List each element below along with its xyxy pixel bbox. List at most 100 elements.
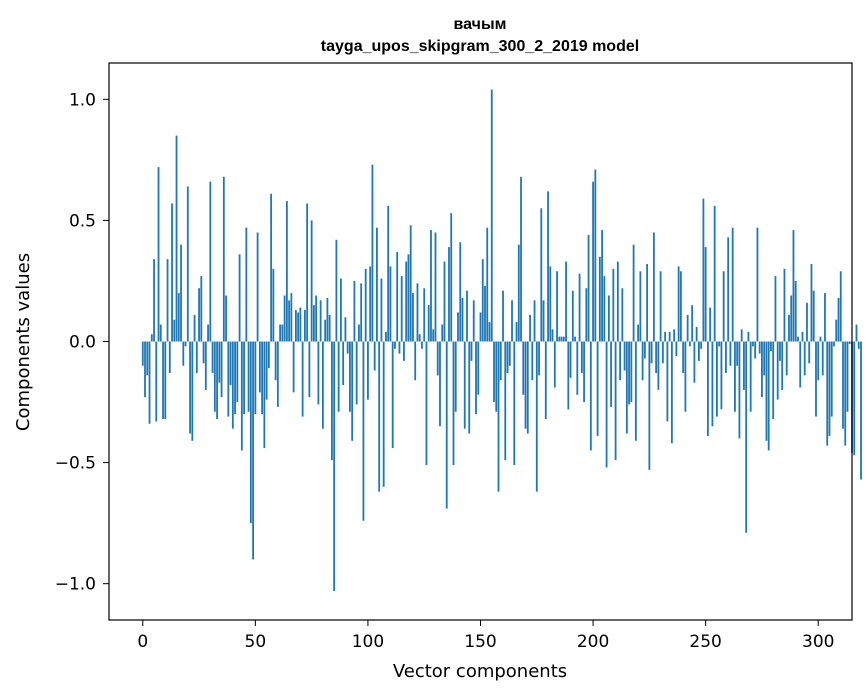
bar-299: [815, 341, 817, 417]
bar-7: [157, 167, 160, 342]
bar-129: [432, 329, 435, 342]
bar-11: [166, 259, 169, 342]
bar-144: [466, 290, 468, 342]
bar-215: [625, 341, 628, 434]
bar-6: [155, 341, 158, 422]
bar-230: [659, 271, 662, 342]
bar-192: [574, 336, 576, 342]
bar-213: [621, 288, 624, 342]
bar-130: [434, 232, 437, 342]
bar-91: [346, 341, 349, 354]
bar-72: [303, 310, 306, 342]
bar-120: [412, 293, 414, 342]
bar-50: [254, 341, 257, 415]
bar-277: [765, 341, 768, 441]
bar-52: [258, 341, 261, 393]
bar-231: [661, 341, 664, 364]
bar-264: [736, 341, 739, 366]
bar-167: [517, 244, 520, 342]
bar-34: [218, 341, 221, 383]
bar-296: [808, 341, 811, 364]
x-tick-label: 200: [577, 632, 609, 652]
bar-313: [846, 341, 849, 412]
bar-239: [679, 271, 682, 342]
bar-39: [229, 341, 232, 386]
bar-119: [409, 225, 412, 342]
bar-2: [146, 341, 149, 376]
bar-142: [461, 297, 464, 342]
bar-270: [749, 341, 752, 412]
bar-177: [540, 208, 543, 342]
bar-64: [285, 201, 288, 342]
bar-222: [641, 341, 644, 381]
bar-100: [367, 341, 369, 400]
bar-205: [603, 276, 606, 342]
bar-47: [247, 341, 250, 412]
bar-143: [463, 341, 466, 429]
bar-71: [301, 341, 304, 417]
bar-32: [213, 341, 216, 412]
bar-278: [767, 341, 770, 451]
bar-20: [186, 186, 189, 342]
bar-55: [265, 341, 268, 400]
bar-305: [828, 341, 831, 436]
bar-233: [666, 341, 669, 422]
bar-110: [389, 266, 392, 342]
bar-306: [830, 341, 833, 417]
bar-256: [718, 341, 721, 347]
bar-41: [234, 341, 236, 415]
bar-259: [725, 341, 727, 373]
bar-240: [682, 341, 685, 373]
bar-190: [569, 341, 572, 378]
bar-95: [355, 341, 358, 405]
bar-73: [306, 203, 309, 342]
bar-170: [524, 341, 527, 429]
bar-90: [344, 317, 347, 342]
bar-172: [529, 314, 531, 342]
bar-244: [691, 305, 694, 342]
bar-267: [743, 341, 745, 390]
bar-159: [499, 341, 502, 381]
bar-226: [650, 341, 653, 364]
bar-42: [236, 341, 239, 403]
bar-83: [328, 314, 331, 342]
bar-258: [722, 271, 725, 342]
bar-98: [362, 341, 365, 521]
bar-125: [423, 288, 426, 342]
bar-314: [848, 341, 851, 344]
bar-263: [734, 341, 736, 412]
bar-304: [826, 341, 829, 446]
bar-252: [709, 307, 712, 342]
bar-29: [207, 324, 209, 342]
bar-156: [493, 341, 495, 403]
bar-57: [270, 193, 273, 342]
bar-40: [231, 341, 234, 429]
bar-97: [360, 283, 363, 342]
bar-227: [652, 232, 655, 342]
bar-66: [290, 293, 293, 342]
bar-210: [614, 341, 617, 461]
bar-123: [418, 334, 421, 342]
bar-261: [729, 341, 732, 366]
bar-280: [772, 341, 775, 419]
bar-30: [209, 181, 212, 342]
bar-21: [189, 341, 191, 434]
bar-136: [448, 247, 450, 342]
bar-147: [472, 300, 475, 342]
bar-153: [486, 227, 489, 342]
bar-70: [299, 307, 302, 342]
bar-69: [297, 312, 300, 342]
bar-189: [567, 341, 570, 410]
bar-118: [407, 254, 410, 342]
bar-201: [594, 169, 597, 342]
bar-112: [394, 341, 396, 349]
bar-18: [182, 341, 185, 366]
bar-9: [162, 341, 164, 419]
bar-75: [310, 220, 313, 342]
bar-187: [562, 336, 565, 342]
bar-56: [267, 341, 270, 369]
bar-5: [153, 259, 155, 342]
bar-44: [240, 341, 243, 451]
bar-58: [272, 268, 275, 342]
